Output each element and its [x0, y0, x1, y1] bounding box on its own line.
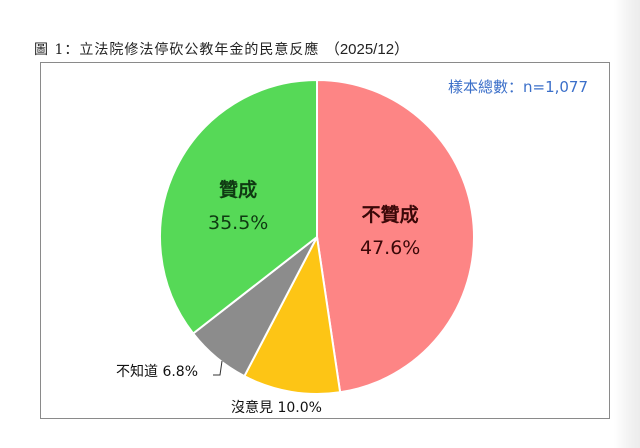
- disagree-percent: 47.6%: [360, 237, 421, 259]
- slice-no-opinion: [242, 233, 342, 395]
- slice-label-agree: 贊成 35.5%: [208, 175, 268, 234]
- agree-percent: 35.5%: [208, 212, 269, 234]
- leader-line-dont-know: [213, 360, 223, 376]
- slice-disagree: [316, 78, 475, 394]
- slice-label-disagree: 不贊成 47.6%: [360, 200, 420, 259]
- figure-title: 圖 1：立法院修法停砍公教年金的民意反應 （2025/12）: [34, 38, 409, 59]
- disagree-name: 不贊成: [361, 204, 419, 226]
- agree-name: 贊成: [219, 179, 258, 201]
- slice-label-no-opinion: 沒意見 10.0%: [231, 400, 322, 416]
- slice-label-dont-know: 不知道 6.8%: [116, 364, 199, 380]
- figure-title-date: （2025/12）: [324, 41, 410, 58]
- figure-title-text: 圖 1：立法院修法停砍公教年金的民意反應: [34, 42, 320, 58]
- sample-size-label: 樣本總數：n=1,077: [448, 78, 589, 96]
- slice-agree: [159, 78, 318, 335]
- page-edge-shadow: [614, 0, 640, 448]
